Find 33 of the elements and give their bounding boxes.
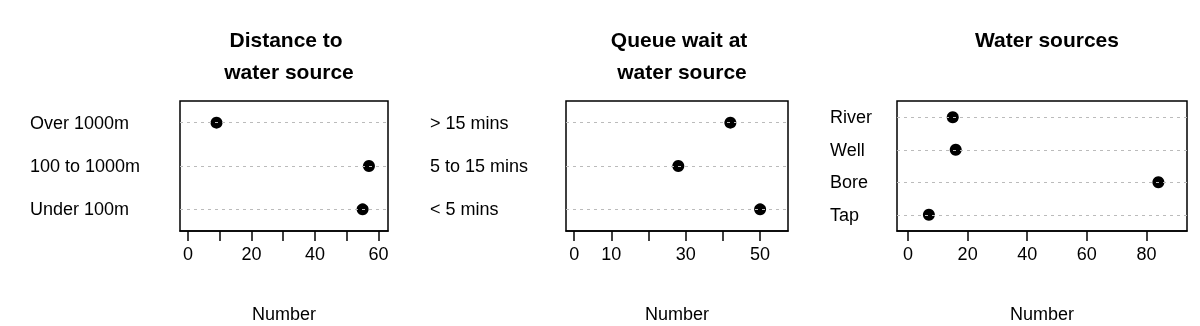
y-tick-label: Tap bbox=[830, 204, 860, 225]
x-axis-title: Number bbox=[251, 304, 317, 324]
point bbox=[946, 111, 959, 124]
point bbox=[922, 208, 935, 221]
y-tick-label: Bore bbox=[830, 172, 869, 193]
x-tick-label: 60 bbox=[1076, 244, 1097, 264]
x-tick-label: 40 bbox=[304, 244, 325, 264]
y-tick-label: > 15 mins bbox=[430, 112, 509, 133]
chart-title: Water sources bbox=[975, 27, 1119, 51]
y-tick-label: River bbox=[830, 107, 873, 128]
point bbox=[949, 143, 962, 156]
y-tick-label: 5 to 15 mins bbox=[430, 156, 529, 176]
x-axis-title: Number bbox=[644, 304, 710, 324]
y-tick-label: Under 100m bbox=[30, 199, 130, 220]
x-tick-label: 0 bbox=[903, 244, 914, 264]
x-tick-label: 30 bbox=[675, 244, 696, 264]
x-tick-label: 40 bbox=[1017, 244, 1038, 264]
y-tick-label: Over 1000m bbox=[30, 112, 130, 133]
y-tick-label: < 5 mins bbox=[430, 199, 499, 220]
x-axis-title: Number bbox=[1009, 304, 1075, 324]
x-tick-label: 80 bbox=[1136, 244, 1157, 264]
x-tick-label: 20 bbox=[957, 244, 978, 264]
x-tick-label: 10 bbox=[601, 244, 622, 264]
x-tick-label: 20 bbox=[241, 244, 262, 264]
y-tick-label: 100 to 1000m bbox=[30, 156, 141, 176]
x-tick-label: 0 bbox=[569, 244, 580, 264]
chart-title: Distance to water source bbox=[223, 27, 354, 83]
chart-title: Queue wait at water source bbox=[610, 27, 754, 83]
y-tick-label: Well bbox=[830, 139, 865, 160]
point bbox=[1152, 176, 1165, 189]
x-tick-label: 60 bbox=[368, 244, 389, 264]
x-tick-label: 0 bbox=[182, 244, 193, 264]
x-tick-label: 50 bbox=[750, 244, 771, 264]
